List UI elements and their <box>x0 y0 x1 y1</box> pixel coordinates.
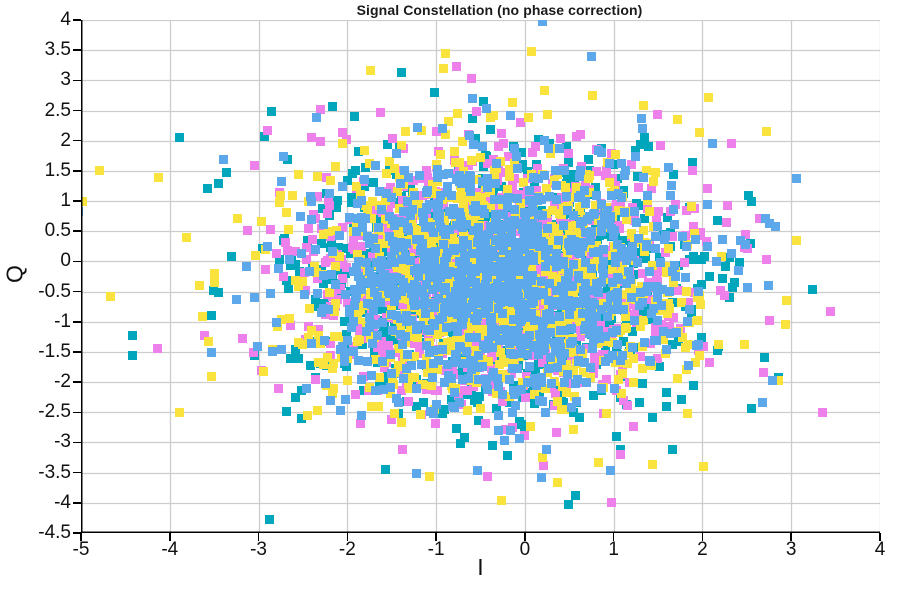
plot-canvas <box>81 20 880 533</box>
y-tick-mark <box>73 49 81 51</box>
y-tick-label: -1.5 <box>38 340 71 362</box>
y-tick-label: -3 <box>54 431 71 453</box>
x-tick-label: -4 <box>161 539 179 560</box>
y-tick-label: 0 <box>60 250 71 272</box>
y-tick-mark <box>73 19 81 21</box>
y-tick-mark <box>73 290 81 293</box>
y-tick-mark <box>73 170 81 172</box>
x-tick-mark <box>790 533 792 541</box>
y-tick-label: 0.5 <box>44 220 71 242</box>
y-tick-label: -4 <box>54 491 71 513</box>
y-tick-label: 3 <box>60 69 71 91</box>
x-tick-mark <box>524 533 526 541</box>
x-tick-mark <box>257 533 260 541</box>
x-tick-mark <box>701 533 704 541</box>
y-tick-label: -1 <box>54 310 71 332</box>
y-tick-label: 2 <box>60 129 71 151</box>
y-tick-mark <box>73 471 81 474</box>
y-tick-label: 1.5 <box>44 159 71 181</box>
y-tick-mark <box>73 441 81 444</box>
y-tick-label: 1 <box>60 190 71 212</box>
y-tick-mark <box>73 230 81 232</box>
y-tick-mark <box>73 321 81 323</box>
y-tick-label: 4 <box>60 9 71 30</box>
y-tick-mark <box>73 139 81 142</box>
y-tick-mark <box>73 109 81 112</box>
y-tick-mark <box>73 381 81 383</box>
x-tick-mark <box>80 533 82 541</box>
x-tick-mark <box>169 533 171 541</box>
x-tick-label: 3 <box>785 539 797 560</box>
x-tick-label: 4 <box>874 539 886 560</box>
x-tick-mark <box>346 533 349 541</box>
x-tick-label: 2 <box>697 539 708 560</box>
y-tick-mark <box>73 200 81 202</box>
x-tick-label: -2 <box>338 539 356 560</box>
y-tick-mark <box>73 79 81 82</box>
y-tick-label: -3.5 <box>38 461 71 483</box>
x-tick-mark <box>435 533 437 541</box>
y-tick-label: 2.5 <box>44 99 71 121</box>
x-tick-label: 1 <box>608 539 619 560</box>
x-tick-label: -5 <box>72 539 90 560</box>
y-tick-mark <box>73 532 81 534</box>
y-tick-label: -2 <box>54 371 71 393</box>
y-tick-label: 3.5 <box>44 39 71 61</box>
y-tick-label: -4.5 <box>38 522 71 543</box>
x-tick-label: -1 <box>427 539 445 560</box>
x-tick-label: -3 <box>250 539 267 560</box>
chart-title: Signal Constellation (no phase correctio… <box>356 2 643 18</box>
x-tick-mark <box>612 533 615 541</box>
y-tick-mark <box>73 411 81 414</box>
y-tick-label: -2.5 <box>38 401 71 423</box>
x-tick-mark <box>879 533 881 541</box>
x-tick-label: 0 <box>519 539 531 560</box>
y-tick-mark <box>73 351 81 353</box>
x-axis-label: I <box>477 554 484 580</box>
y-tick-label: -0.5 <box>38 280 71 302</box>
y-tick-mark <box>73 502 81 504</box>
y-tick-mark <box>73 260 81 263</box>
